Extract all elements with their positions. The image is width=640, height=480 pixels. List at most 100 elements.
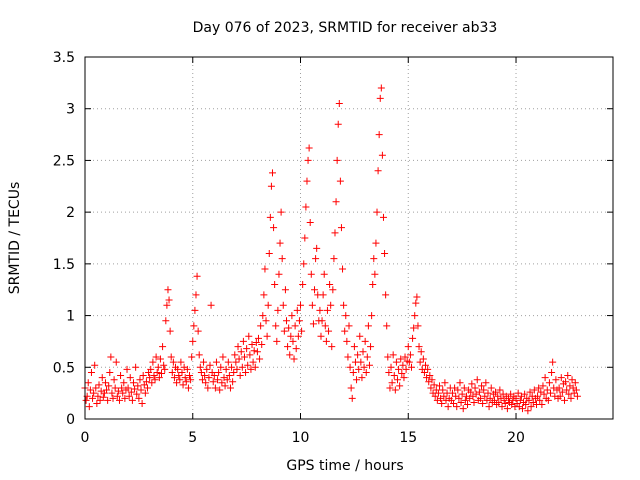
data-point: [178, 368, 186, 376]
data-point: [334, 120, 342, 128]
data-point: [372, 239, 380, 247]
data-point: [548, 368, 556, 376]
data-point: [396, 382, 404, 390]
data-point: [292, 345, 300, 353]
data-point: [202, 379, 210, 387]
data-point: [400, 374, 408, 382]
data-point: [197, 368, 205, 376]
data-points: [81, 84, 581, 415]
data-point: [128, 396, 136, 404]
data-point: [175, 372, 183, 380]
data-point: [404, 343, 412, 351]
data-point: [450, 399, 458, 407]
data-point: [111, 384, 119, 392]
data-point: [539, 382, 547, 390]
data-point: [261, 265, 269, 273]
data-point: [301, 234, 309, 242]
data-point: [514, 389, 522, 397]
data-point: [534, 392, 542, 400]
data-point: [131, 385, 139, 393]
y-tick-label: 2: [66, 205, 75, 221]
data-point: [271, 281, 279, 289]
data-point: [169, 358, 177, 366]
data-point: [135, 394, 143, 402]
data-point: [545, 379, 553, 387]
data-point: [246, 351, 254, 359]
data-point: [104, 396, 112, 404]
data-point: [182, 378, 190, 386]
data-point: [373, 208, 381, 216]
data-point: [239, 337, 247, 345]
data-point: [291, 322, 299, 330]
data-point: [115, 396, 123, 404]
data-point: [273, 337, 281, 345]
data-point: [427, 384, 435, 392]
data-point: [173, 379, 181, 387]
data-point: [367, 343, 375, 351]
data-point: [540, 390, 548, 398]
data-point: [369, 281, 377, 289]
data-point: [151, 376, 159, 384]
data-point: [431, 392, 439, 400]
data-point: [364, 322, 372, 330]
data-point: [482, 379, 490, 387]
data-point: [82, 396, 90, 404]
data-point: [541, 374, 549, 382]
data-point: [149, 358, 157, 366]
data-point: [134, 382, 142, 390]
data-point: [309, 320, 317, 328]
data-point: [407, 363, 415, 371]
data-point: [195, 351, 203, 359]
data-point: [86, 386, 94, 394]
data-point: [416, 358, 424, 366]
data-point: [136, 376, 144, 384]
y-tick-label: 1.5: [53, 257, 75, 273]
data-point: [119, 389, 127, 397]
data-point: [138, 399, 146, 407]
data-point: [183, 365, 191, 373]
data-point: [335, 100, 343, 108]
data-point: [153, 368, 161, 376]
data-point: [339, 265, 347, 273]
data-point: [166, 327, 174, 335]
data-point: [422, 361, 430, 369]
data-point: [349, 368, 357, 376]
data-point: [277, 208, 285, 216]
data-point: [317, 332, 325, 340]
data-point: [561, 396, 569, 404]
data-point: [401, 353, 409, 361]
data-point: [266, 213, 274, 221]
data-point: [103, 386, 111, 394]
data-point: [498, 403, 506, 411]
data-point: [158, 369, 166, 377]
data-point: [362, 368, 370, 376]
data-point: [254, 334, 262, 342]
data-point: [176, 376, 184, 384]
data-point: [99, 393, 107, 401]
data-point: [212, 358, 220, 366]
data-point: [96, 396, 104, 404]
data-point: [231, 351, 239, 359]
data-point: [512, 394, 520, 402]
data-point: [198, 376, 206, 384]
data-point: [379, 213, 387, 221]
data-point: [459, 405, 467, 413]
data-point: [142, 378, 150, 386]
data-point: [371, 270, 379, 278]
chart-title: Day 076 of 2023, SRMTID for receiver ab3…: [193, 20, 498, 36]
data-point: [330, 255, 338, 263]
data-point: [297, 301, 305, 309]
data-point: [549, 358, 557, 366]
data-point: [114, 387, 122, 395]
data-point: [226, 384, 234, 392]
data-point: [181, 374, 189, 382]
data-point: [360, 363, 368, 371]
data-point: [312, 255, 320, 263]
data-point: [467, 388, 475, 396]
data-point: [381, 250, 389, 258]
data-point: [106, 368, 114, 376]
data-point: [280, 327, 288, 335]
data-point: [368, 312, 376, 320]
data-point: [125, 392, 133, 400]
data-point: [473, 376, 481, 384]
